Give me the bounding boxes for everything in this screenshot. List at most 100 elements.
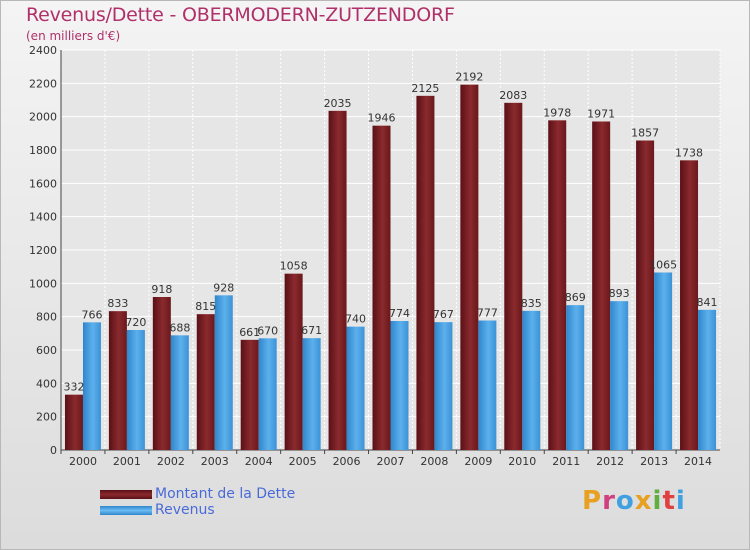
bar-debt xyxy=(372,125,391,451)
data-label-revenue: 670 xyxy=(257,324,278,337)
bar-revenue xyxy=(390,321,409,450)
y-tick-label: 200 xyxy=(36,411,57,424)
data-label-debt: 815 xyxy=(195,300,216,313)
data-label-debt: 1857 xyxy=(631,127,659,140)
bar-debt xyxy=(680,160,699,451)
data-label-debt: 2125 xyxy=(411,82,439,95)
bar-revenue xyxy=(170,335,189,450)
bar-revenue xyxy=(126,330,145,450)
data-label-revenue: 688 xyxy=(169,321,190,334)
data-label-debt: 918 xyxy=(151,283,172,296)
logo-letter: P xyxy=(582,486,603,516)
data-label-debt: 1971 xyxy=(587,108,615,121)
bar-revenue xyxy=(82,322,101,450)
x-tick-label: 2000 xyxy=(69,455,97,468)
data-label-debt: 2035 xyxy=(324,97,352,110)
y-tick-label: 400 xyxy=(36,377,57,390)
bar-revenue xyxy=(478,320,497,450)
data-label-revenue: 1065 xyxy=(649,259,677,272)
y-tick-label: 0 xyxy=(50,444,57,457)
bar-debt xyxy=(592,121,611,450)
logo-letter: o xyxy=(615,486,635,516)
data-label-debt: 1978 xyxy=(543,106,571,119)
data-label-debt: 1738 xyxy=(675,146,703,159)
data-label-revenue: 869 xyxy=(565,291,586,304)
legend-swatch-debt xyxy=(100,490,152,499)
x-tick-label: 2013 xyxy=(640,455,668,468)
data-label-revenue: 740 xyxy=(345,313,366,326)
bar-debt xyxy=(504,102,523,450)
bar-revenue xyxy=(214,295,233,450)
bar-debt xyxy=(108,311,127,450)
x-tick-label: 2009 xyxy=(464,455,492,468)
bar-revenue xyxy=(346,326,365,450)
x-tick-label: 2007 xyxy=(377,455,405,468)
data-label-revenue: 720 xyxy=(125,316,146,329)
y-tick-label: 1600 xyxy=(29,177,57,190)
y-tick-label: 2200 xyxy=(29,77,57,90)
logo-letter: x xyxy=(634,486,653,516)
y-tick-label: 1200 xyxy=(29,244,57,257)
logo-letter: r xyxy=(602,486,616,516)
bar-debt xyxy=(64,394,83,450)
chart-subtitle: (en milliers d'€) xyxy=(26,29,121,43)
legend-label-debt: Montant de la Dette xyxy=(155,486,296,502)
bar-debt xyxy=(284,273,303,450)
bars xyxy=(64,84,717,451)
bar-revenue xyxy=(566,305,585,450)
x-tick-label: 2010 xyxy=(508,455,536,468)
x-tick-label: 2012 xyxy=(596,455,624,468)
x-tick-label: 2002 xyxy=(157,455,185,468)
proxiti-logo: Proxiti xyxy=(582,486,686,516)
x-tick-label: 2003 xyxy=(201,455,229,468)
bar-debt xyxy=(548,120,567,450)
x-tick-label: 2014 xyxy=(684,455,712,468)
data-label-debt: 661 xyxy=(239,326,260,339)
data-label-revenue: 835 xyxy=(521,297,542,310)
y-tick-label: 800 xyxy=(36,311,57,324)
data-label-debt: 2083 xyxy=(499,89,527,102)
data-label-revenue: 767 xyxy=(433,308,454,321)
logo-letter: i xyxy=(652,486,663,516)
data-label-debt: 332 xyxy=(63,381,84,394)
data-label-revenue: 893 xyxy=(609,287,630,300)
bar-revenue xyxy=(302,338,321,450)
data-label-revenue: 841 xyxy=(697,296,718,309)
bar-debt xyxy=(196,314,215,450)
data-label-debt: 1946 xyxy=(368,112,396,125)
data-label-revenue: 777 xyxy=(477,307,498,320)
bar-debt xyxy=(152,297,171,450)
data-label-revenue: 774 xyxy=(389,307,410,320)
x-tick-label: 2005 xyxy=(289,455,317,468)
x-tick-label: 2006 xyxy=(333,455,361,468)
data-label-revenue: 671 xyxy=(301,324,322,337)
bar-revenue xyxy=(654,272,673,450)
y-tick-label: 600 xyxy=(36,344,57,357)
bar-debt xyxy=(328,110,347,450)
bar-debt xyxy=(416,95,435,450)
x-tick-label: 2004 xyxy=(245,455,273,468)
y-tick-label: 1000 xyxy=(29,277,57,290)
bar-debt xyxy=(240,339,259,450)
data-label-debt: 833 xyxy=(107,297,128,310)
logo-letter: i xyxy=(675,486,686,516)
y-tick-label: 1400 xyxy=(29,211,57,224)
logo-letter: t xyxy=(662,486,676,516)
bar-debt xyxy=(636,140,655,450)
bar-revenue xyxy=(610,301,629,450)
data-label-revenue: 766 xyxy=(81,308,102,321)
data-label-revenue: 928 xyxy=(213,281,234,294)
bar-revenue xyxy=(698,309,717,450)
data-label-debt: 2192 xyxy=(455,71,483,84)
bar-revenue xyxy=(522,310,541,450)
y-tick-label: 2000 xyxy=(29,111,57,124)
y-tick-label: 1800 xyxy=(29,144,57,157)
chart-title: Revenus/Dette - OBERMODERN-ZUTZENDORF xyxy=(26,4,455,26)
bar-revenue xyxy=(258,338,277,450)
bar-debt xyxy=(460,84,479,451)
x-tick-label: 2008 xyxy=(420,455,448,468)
x-tick-label: 2011 xyxy=(552,455,580,468)
y-tick-label: 2400 xyxy=(29,44,57,57)
